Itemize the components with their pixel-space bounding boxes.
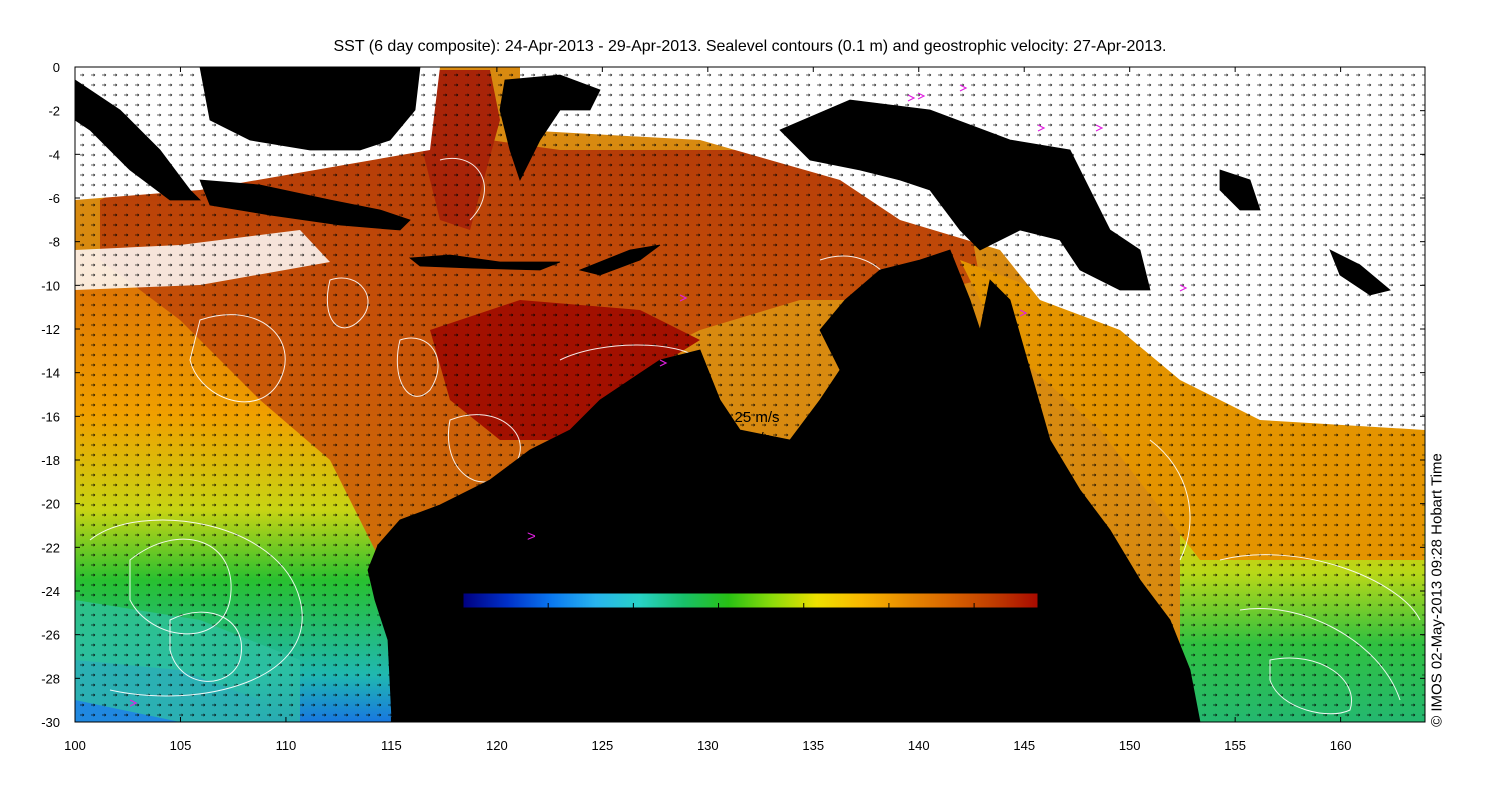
lat-tick-label: -28: [41, 671, 60, 686]
colorbar-tick-label: 30: [967, 619, 981, 634]
colorbar-gradient: [462, 592, 1039, 609]
speed-legend-label: 0.25 m/s: [722, 409, 780, 426]
land-java: [199, 179, 411, 231]
speed-legend-arrow: [700, 434, 712, 442]
lat-tick-label: -2: [48, 104, 60, 119]
colorbar-tick-label: 26: [797, 619, 811, 634]
lon-tick-label: 120: [486, 738, 508, 753]
plot-frame: [74, 66, 1426, 723]
colorbar-tick-label: 24: [711, 619, 725, 634]
lat-tick-label: -14: [41, 366, 60, 381]
colorbar-tick-label: 20: [541, 619, 555, 634]
colorbar-tick-label: 22: [626, 619, 640, 634]
lat-tick-label: -16: [41, 409, 60, 424]
land-sulawesi: [499, 74, 601, 182]
colorbar: Sea surface temperature (degrees C) 18 20…: [456, 570, 1039, 634]
lat-tick-label: -20: [41, 497, 60, 512]
lon-tick-label: 160: [1330, 738, 1352, 753]
lon-tick-label: 115: [381, 738, 402, 753]
lon-tick-label: 140: [908, 738, 930, 753]
lon-tick-label: 135: [802, 738, 824, 753]
land-lesser-sunda: [408, 254, 561, 271]
lat-tick-label: -26: [41, 628, 60, 643]
speed-legend-label: 0.5 m/s: [722, 430, 771, 447]
sealevel-contours: [89, 158, 1421, 715]
buoy-legend-label: Drifting buoy positions 21-Apr-2013 to 0…: [559, 528, 926, 545]
lat-tick-label: -22: [41, 540, 60, 555]
land-timor: [578, 244, 661, 276]
lat-tick-label: -30: [41, 715, 60, 730]
lon-tick-label: 155: [1224, 738, 1246, 753]
latitude-axis: 0 -2 -4 -6 -8 -10 -12 -14 -16 -18 -20 -22 -24 -26 -28 -…: [41, 60, 1425, 730]
lat-tick-label: -6: [48, 191, 60, 206]
credit-text: © IMOS 02-May-2013 09:28 Hobart Time: [1428, 453, 1446, 727]
buoy-legend-symbol: >: [527, 528, 536, 545]
colorbar-title: Sea surface temperature (degrees C): [645, 570, 854, 584]
speed-legend-label: 1.5 m/s: [722, 472, 771, 489]
land-new-guinea: [779, 99, 1151, 291]
land-borneo: [199, 67, 421, 151]
lat-tick-label: -18: [41, 453, 60, 468]
land-sumatra: [75, 79, 201, 201]
lat-tick-label: -8: [48, 235, 60, 250]
lon-tick-label: 150: [1119, 738, 1141, 753]
land-solomon: [1329, 249, 1391, 296]
speed-legend-arrow: [690, 473, 712, 487]
lon-tick-label: 105: [170, 738, 192, 753]
colorbar-ticks: 18 20 22 24 26 28 30: [456, 603, 981, 634]
lat-tick-label: -4: [48, 147, 60, 162]
land-bismarck: [1219, 169, 1261, 211]
speed-legend-label: 1 m/s: [722, 451, 759, 468]
lon-tick-label: 110: [276, 738, 297, 753]
lat-tick-label: -24: [41, 584, 60, 599]
plot-area: [75, 67, 1425, 722]
buoy-legend: > Drifting buoy positions 21-Apr-2013 to…: [527, 528, 926, 545]
lon-tick-label: 100: [64, 738, 86, 753]
speed-legend-arrow: [703, 413, 712, 421]
lon-tick-label: 125: [591, 738, 613, 753]
buoy-positions: [129, 84, 1188, 707]
lon-tick-label: 145: [1013, 738, 1035, 753]
lon-tick-label: 130: [697, 738, 719, 753]
speed-legend: 0.25 m/s 0.5 m/s 1 m/s 1.5 m/s: [690, 409, 780, 489]
colorbar-tick-label: 18: [456, 619, 470, 634]
colorbar-tick-label: 28: [882, 619, 896, 634]
map-title: SST (6 day composite): 24-Apr-2013 - 29-…: [333, 38, 1167, 55]
lat-tick-label: 0: [53, 60, 60, 75]
lat-tick-label: -10: [41, 278, 60, 293]
speed-legend-arrow: [695, 453, 712, 465]
longitude-axis: 100 105 110 115 120 125 130 135 140 145 150 155 160: [64, 67, 1351, 753]
lat-tick-label: -12: [41, 322, 60, 337]
